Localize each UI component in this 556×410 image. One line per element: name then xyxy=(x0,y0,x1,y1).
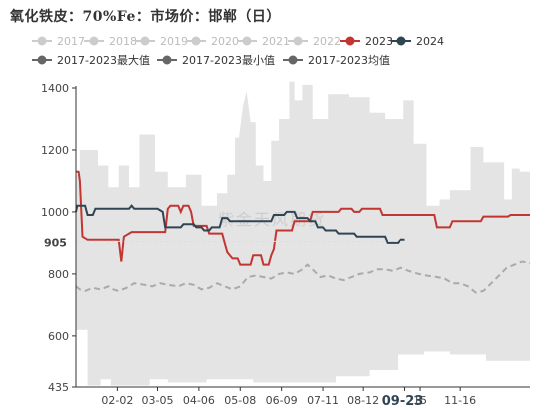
legend-label: 2017-2023均值 xyxy=(308,54,390,67)
legend-item-0[interactable]: 2017 xyxy=(32,35,85,48)
x-tick-label: 07-11 xyxy=(307,394,339,407)
x-tick-label: 03-05 xyxy=(142,394,174,407)
y-tick-label: 600 xyxy=(48,330,69,343)
axis-pointer-labels: 905 09-23 xyxy=(44,236,423,409)
series-mean-line xyxy=(75,260,531,294)
x-tick-label: 05-08 xyxy=(224,394,256,407)
legend-label: 2017-2023最小值 xyxy=(182,54,275,67)
plot-area: 紫金天风期货 xyxy=(75,81,531,386)
legend-label: 2020 xyxy=(211,35,239,48)
y-axis-ticks: 435 600 800 1000 1200 1400 xyxy=(41,82,76,394)
x-tick-label: 08-12 xyxy=(347,394,379,407)
legend-item-10[interactable]: 2017-2023均值 xyxy=(283,54,390,67)
legend-item-1[interactable]: 2018 xyxy=(84,35,137,48)
legend-item-4[interactable]: 2021 xyxy=(237,35,290,48)
legend-item-2[interactable]: 2019 xyxy=(135,35,188,48)
legend-label: 2024 xyxy=(416,35,444,48)
legend-label: 2018 xyxy=(109,35,137,48)
legend-item-8[interactable]: 2017-2023最大值 xyxy=(32,53,150,67)
y-tick-label: 435 xyxy=(48,381,69,394)
legend-label: 2022 xyxy=(313,35,341,48)
legend-item-3[interactable]: 2020 xyxy=(186,35,239,48)
axes: 435 600 800 1000 1200 1400 02-02 03-05 04-06 05-… xyxy=(41,82,530,407)
y-tick-label: 1400 xyxy=(41,82,69,95)
legend-label: 2019 xyxy=(160,35,188,48)
legend-item-6[interactable]: 2023 xyxy=(340,35,393,48)
x-tick-label: 11-16 xyxy=(444,394,476,407)
legend-label: 2017-2023最大值 xyxy=(57,53,150,67)
legend-label: 2017 xyxy=(57,35,85,48)
legend-item-9[interactable]: 2017-2023最小值 xyxy=(157,54,275,67)
legend-item-5[interactable]: 2022 xyxy=(288,35,341,48)
legend-label: 2023 xyxy=(365,35,393,48)
x-pointer-label: 09-23 xyxy=(382,394,424,409)
y-tick-label: 1200 xyxy=(41,144,69,157)
x-axis-ticks: 02-02 03-05 04-06 05-08 06-09 07-11 08-12 15 11-… xyxy=(101,387,476,407)
y-tick-label: 800 xyxy=(48,268,69,281)
legend: 2017 2018 2019 2020 2021 2022 2023 2024 2017-202… xyxy=(32,35,444,67)
legend-label: 2021 xyxy=(262,35,290,48)
chart-title: 氧化铁皮：70%Fe：市场价：邯郸（日） xyxy=(10,9,281,25)
legend-item-7[interactable]: 2024 xyxy=(391,35,444,48)
series-2023-line[interactable] xyxy=(76,170,530,266)
x-tick-label: 06-09 xyxy=(266,394,298,407)
x-tick-label: 15 xyxy=(413,394,427,407)
y-tick-label: 1000 xyxy=(41,206,69,219)
min-max-band xyxy=(76,81,530,386)
y-pointer-label: 905 xyxy=(44,236,67,249)
x-tick-label: 04-06 xyxy=(183,394,215,407)
x-tick-label: 02-02 xyxy=(101,394,133,407)
series-2024-line[interactable] xyxy=(75,204,405,244)
